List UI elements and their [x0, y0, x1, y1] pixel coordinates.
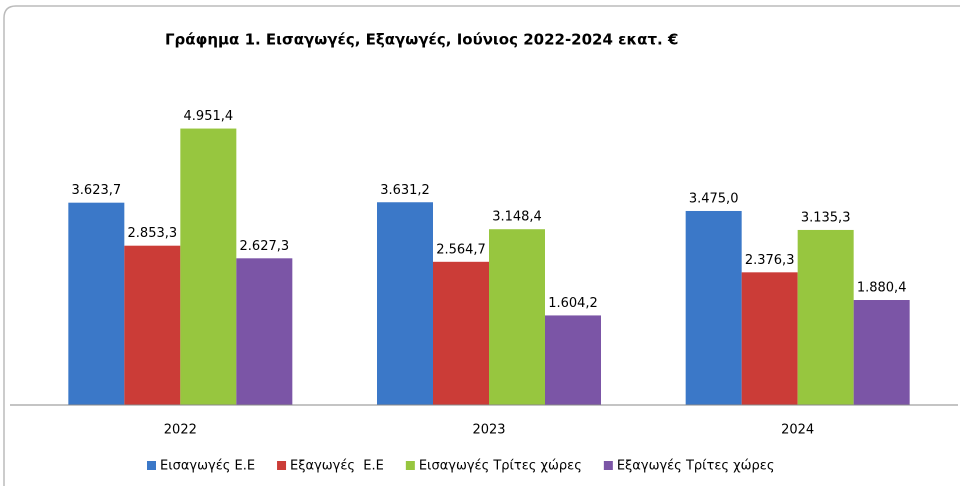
- value-label: 2.564,7: [436, 242, 486, 257]
- legend-label: Εξαγωγές Τρίτες χώρες: [617, 459, 775, 474]
- bar: [685, 210, 742, 405]
- bar: [797, 229, 854, 405]
- bar: [433, 261, 489, 405]
- value-label: 2.853,3: [128, 226, 178, 241]
- value-label: 1.604,2: [548, 296, 598, 311]
- value-label: 1.880,4: [857, 281, 907, 296]
- value-label: 2.627,3: [240, 239, 290, 254]
- x-tick-label: 2022: [164, 423, 197, 438]
- legend-marker: [405, 461, 415, 470]
- value-label: 3.631,2: [380, 183, 430, 198]
- legend-marker: [603, 461, 613, 470]
- legend-label: Εισαγωγές Ε.Ε: [160, 459, 255, 474]
- legend-marker: [147, 461, 156, 470]
- legend-label: Εισαγωγές Τρίτες χώρες: [419, 459, 582, 474]
- chart-title: Γράφημα 1. Εισαγωγές, Εξαγωγές, Ιούνιος …: [165, 31, 678, 49]
- bar: [489, 229, 545, 405]
- value-label: 2.376,3: [745, 253, 795, 268]
- bar: [545, 315, 601, 405]
- legend-label: Εξαγωγές Ε.Ε: [290, 459, 384, 474]
- value-label: 4.951,4: [184, 109, 234, 124]
- x-tick-label: 2023: [472, 423, 505, 438]
- bar: [236, 258, 293, 405]
- value-label: 3.148,4: [492, 210, 542, 225]
- bar: [124, 245, 181, 405]
- x-tick-label: 2024: [781, 423, 814, 438]
- value-label: 3.475,0: [689, 191, 739, 206]
- bar: [853, 300, 910, 405]
- bar: [180, 128, 237, 406]
- frame: [3, 5, 960, 486]
- legend-marker: [277, 461, 287, 470]
- value-label: 3.135,3: [801, 210, 851, 225]
- bar: [741, 272, 798, 405]
- value-label: 3.623,7: [72, 183, 122, 198]
- bar: [377, 202, 433, 405]
- bar: [68, 202, 125, 405]
